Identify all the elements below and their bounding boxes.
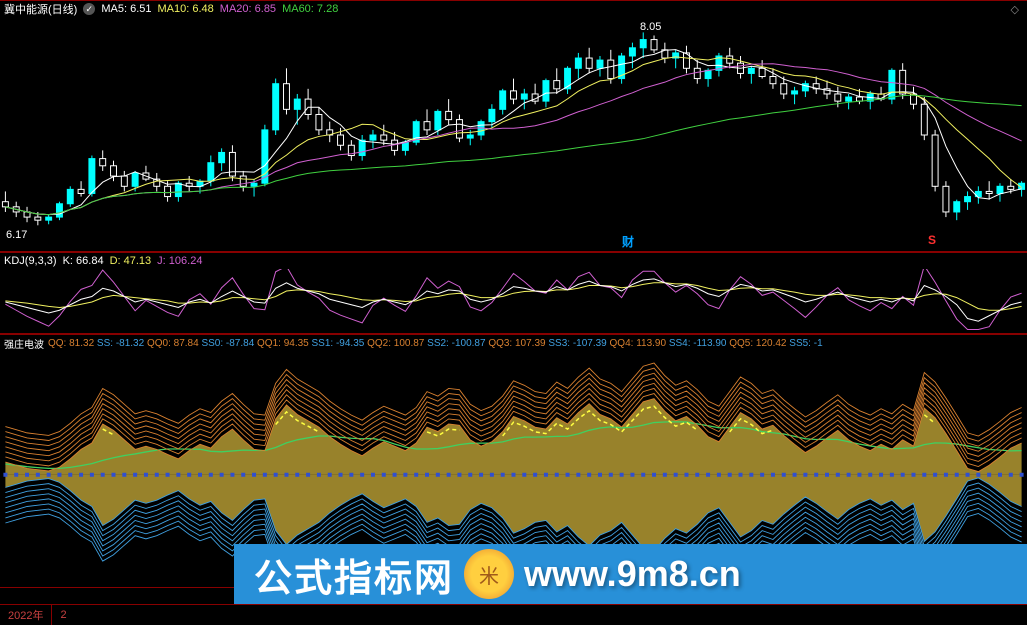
ma60-label: MA60: 7.28 — [282, 3, 338, 15]
time-label-year: 2022年 — [0, 607, 51, 623]
s-marker-icon: S — [928, 233, 936, 247]
cai-marker-icon: 财 — [622, 233, 634, 250]
main-chart-panel: 冀中能源(日线) ✓ MA5: 6.51 MA10: 6.48 MA20: 6.… — [0, 0, 1027, 252]
candlestick-chart[interactable] — [0, 17, 1027, 253]
ad-banner[interactable]: 公式指标网 米 www.9m8.cn — [234, 544, 1027, 604]
ad-logo-glyph: 米 — [479, 560, 499, 589]
wave-header: 强庄电波 QQ: 81.32 SS: -81.32 QQ0: 87.84 SS0… — [0, 335, 1027, 351]
ad-logo-icon: 米 — [464, 549, 514, 599]
main-header: 冀中能源(日线) ✓ MA5: 6.51 MA10: 6.48 MA20: 6.… — [0, 1, 1027, 17]
diamond-icon: ◇ — [1011, 3, 1019, 16]
kdj-d-label: D: 47.13 — [110, 255, 152, 267]
kdj-j-label: J: 106.24 — [157, 255, 202, 267]
ma20-label: MA20: 6.85 — [220, 3, 276, 15]
ma5-label: MA5: 6.51 — [101, 3, 151, 15]
low-price-label: 6.17 — [6, 229, 27, 241]
wave-title: 强庄电波 — [4, 336, 44, 351]
kdj-title: KDJ(9,3,3) — [4, 255, 57, 267]
high-price-label: 8.05 — [640, 21, 661, 33]
ma10-label: MA10: 6.48 — [158, 3, 214, 15]
stock-title: 冀中能源(日线) — [4, 1, 77, 17]
time-axis: 2022年 2 — [0, 604, 1027, 624]
time-label-month: 2 — [52, 609, 74, 621]
kdj-k-label: K: 66.84 — [63, 255, 104, 267]
kdj-panel: KDJ(9,3,3) K: 66.84 D: 47.13 J: 106.24 — [0, 252, 1027, 334]
ad-text-cn: 公式指标网 — [254, 547, 454, 602]
kdj-chart[interactable] — [0, 269, 1027, 335]
wave-params: QQ: 81.32 SS: -81.32 QQ0: 87.84 SS0: -87… — [48, 338, 823, 349]
verified-icon: ✓ — [83, 3, 95, 15]
ad-url: www.9m8.cn — [524, 553, 741, 595]
kdj-header: KDJ(9,3,3) K: 66.84 D: 47.13 J: 106.24 — [0, 253, 1027, 269]
